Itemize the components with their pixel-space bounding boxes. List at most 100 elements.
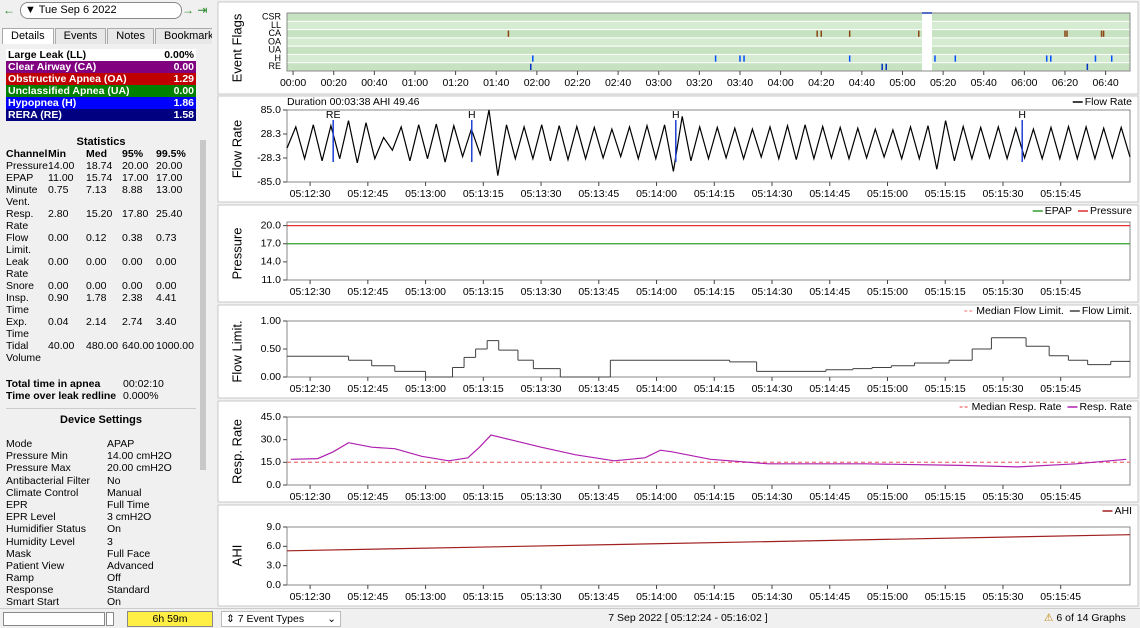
x-tick-label: 00:20 — [321, 77, 347, 89]
event-label: Large Leak (LL) — [8, 49, 87, 61]
setting-row: Climate Control Manual — [6, 487, 196, 499]
tab[interactable]: Bookmarks — [155, 28, 212, 44]
setting-label: Mask — [6, 547, 32, 560]
setting-value: Manual — [107, 486, 142, 499]
stats-row: Pressure 14.00 18.74 20.00 20.00 — [6, 160, 196, 172]
x-tick-label: 05:14:00 — [636, 591, 677, 603]
side-panel: ← ▼ Tue Sep 6 2022 → ⇥ Details Events Note… — [0, 0, 212, 608]
x-tick-label: 05:14:15 — [694, 491, 735, 503]
setting-row: Smart Start On — [6, 596, 196, 608]
y-tick-label: 0.0 — [266, 579, 281, 591]
legend-label: Flow Rate — [1085, 96, 1132, 108]
setting-label: Response — [6, 584, 54, 597]
event-label: Hypopnea (H) — [8, 97, 77, 109]
setting-value: No — [107, 474, 121, 487]
overview-handle[interactable] — [106, 612, 114, 626]
x-tick-label: 05:13:15 — [463, 491, 504, 503]
x-tick-label: 02:20 — [564, 77, 590, 89]
y-tick-label: 0.00 — [261, 371, 282, 383]
stats-col: 99.5% — [156, 148, 186, 160]
x-tick-label: 05:15:30 — [983, 591, 1024, 603]
setting-label: EPR Level — [6, 511, 56, 524]
view-window — [922, 13, 932, 71]
x-tick-label: 05:15:45 — [1040, 188, 1081, 200]
event-label: H — [672, 109, 680, 121]
y-axis-label: Flow Limit. — [229, 320, 244, 382]
flag-band — [287, 38, 1130, 46]
stats-cell: Flow Limit. — [6, 232, 32, 256]
x-tick-label: 05:15:45 — [1040, 383, 1081, 395]
stats-row: Exp. Time 0.04 2.14 2.74 3.40 — [6, 316, 196, 340]
overview-bar — [3, 612, 105, 626]
stats-cell: Pressure — [6, 160, 49, 172]
total-row: Time over leak redline 0.000% — [6, 390, 196, 402]
legend-label: Resp. Rate — [1079, 401, 1132, 413]
y-tick-label: -85.0 — [257, 176, 281, 188]
stats-cell: 0.38 — [122, 232, 143, 244]
x-tick-label: 05:12:30 — [290, 591, 331, 603]
graph-count[interactable]: ⚠ 6 of 14 Graphs — [1044, 612, 1126, 624]
event-label: Unclassified Apnea (UA) — [8, 85, 130, 97]
setting-row: Ramp Off — [6, 572, 196, 584]
stats-cell: 8.88 — [122, 184, 143, 196]
event-label: H — [468, 109, 476, 121]
legend-label: Flow Limit. — [1082, 305, 1132, 317]
setting-row: Mode APAP — [6, 438, 196, 450]
x-tick-label: 03:20 — [686, 77, 712, 89]
tab[interactable]: Events — [54, 28, 107, 44]
y-tick-label: 0.0 — [266, 479, 281, 491]
setting-label: Ramp — [6, 572, 35, 585]
x-tick-label: 03:40 — [727, 77, 753, 89]
stats-cell: 11.00 — [48, 172, 74, 184]
totals: Total time in apnea 00:02:10 Time over lea… — [6, 378, 196, 402]
flag-band — [287, 21, 1130, 30]
stats-cell: Snore — [6, 280, 35, 292]
x-tick-label: 05:13:15 — [463, 188, 504, 200]
x-tick-label: 05:12:30 — [290, 383, 331, 395]
event-value: 0.00% — [164, 49, 194, 61]
plot-frame — [286, 221, 1131, 281]
flag-label: CSR — [262, 12, 282, 22]
flag-band — [287, 30, 1130, 38]
date-picker[interactable]: ▼ Tue Sep 6 2022 — [20, 2, 182, 19]
stats-row: Resp. Rate 2.80 15.20 17.80 25.40 — [6, 208, 196, 232]
x-tick-label: 05:14:00 — [636, 286, 677, 298]
x-tick-label: 05:15:15 — [925, 383, 966, 395]
y-tick-label: 30.0 — [261, 433, 282, 445]
flag-band — [287, 13, 1130, 21]
tab[interactable]: Details — [2, 28, 54, 44]
settings: Mode APAP Pressure Min 14.00 cmH2O Pressure … — [6, 438, 196, 608]
stats-cell: 7.13 — [86, 184, 107, 196]
event-row: Unclassified Apnea (UA) 0.00 — [6, 85, 196, 97]
event-value: 0.00 — [173, 61, 194, 73]
setting-label: Humidity Level — [6, 535, 75, 548]
stats-cell: 0.12 — [86, 232, 107, 244]
x-tick-label: 05:13:30 — [521, 286, 562, 298]
event-type-select[interactable]: ⇕ 7 Event Types ⌄ — [221, 611, 341, 627]
event-label: Obstructive Apnea (OA) — [8, 73, 127, 85]
graph-panel — [217, 95, 1139, 203]
stats-row: Flow Limit. 0.00 0.12 0.38 0.73 — [6, 232, 196, 256]
x-tick-label: 01:40 — [483, 77, 509, 89]
x-tick-label: 05:14:45 — [809, 188, 850, 200]
prev-day[interactable]: ← — [3, 3, 15, 17]
stats-row: EPAP 11.00 15.74 17.00 17.00 — [6, 172, 196, 184]
y-tick-label: 17.0 — [261, 238, 282, 250]
tab[interactable]: Notes — [107, 28, 155, 44]
stats-cell: 17.80 — [122, 208, 149, 220]
x-tick-label: 05:15:00 — [867, 491, 908, 503]
x-tick-label: 05:13:45 — [578, 591, 619, 603]
x-tick-label: 05:13:15 — [463, 383, 504, 395]
graph-panel — [217, 504, 1139, 607]
next-day[interactable]: → ⇥ — [182, 3, 208, 17]
y-axis-label: AHI — [229, 545, 244, 567]
stats-cell: 25.40 — [156, 208, 183, 220]
duration: 6h 59m — [127, 611, 213, 627]
x-tick-label: 00:40 — [361, 77, 387, 89]
x-tick-label: 05:12:45 — [347, 591, 388, 603]
scrollbar[interactable] — [200, 140, 206, 470]
flag-label: CA — [268, 28, 281, 38]
x-tick-label: 01:00 — [402, 77, 428, 89]
stats-cell: 13.00 — [156, 184, 183, 196]
y-tick-label: 15.0 — [261, 456, 282, 468]
